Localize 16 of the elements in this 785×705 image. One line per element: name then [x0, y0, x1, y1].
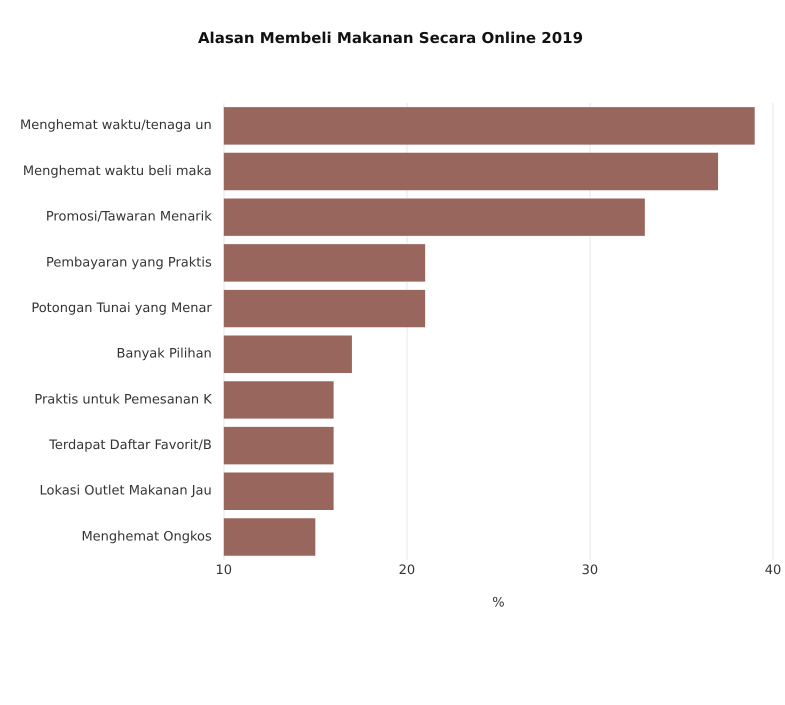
- y-tick-label: Terdapat Daftar Favorit/B: [48, 438, 212, 453]
- x-axis-title: %: [492, 596, 505, 611]
- x-tick-label: 10: [216, 562, 232, 578]
- y-tick-label: Promosi/Tawaran Menarik: [46, 210, 212, 225]
- y-tick-label: Lokasi Outlet Makanan Jau: [40, 484, 212, 499]
- x-tick-label: 20: [398, 562, 416, 578]
- y-tick-label: Menghemat waktu/tenaga un: [20, 118, 212, 134]
- chart-title: Alasan Membeli Makanan Secara Online 2019: [198, 28, 584, 47]
- x-tick-label: 40: [764, 562, 782, 578]
- y-tick-label: Menghemat waktu beli maka: [22, 164, 212, 179]
- y-tick-label: Praktis untuk Pemesanan K: [34, 392, 212, 408]
- y-tick-label: Menghemat Ongkos: [81, 529, 212, 544]
- y-tick-label: Banyak Pilihan: [116, 346, 212, 362]
- x-tick-label: 30: [582, 562, 598, 578]
- y-tick-label: Potongan Tunai yang Menar: [31, 300, 212, 316]
- y-tick-label: Pembayaran yang Praktis: [46, 255, 212, 270]
